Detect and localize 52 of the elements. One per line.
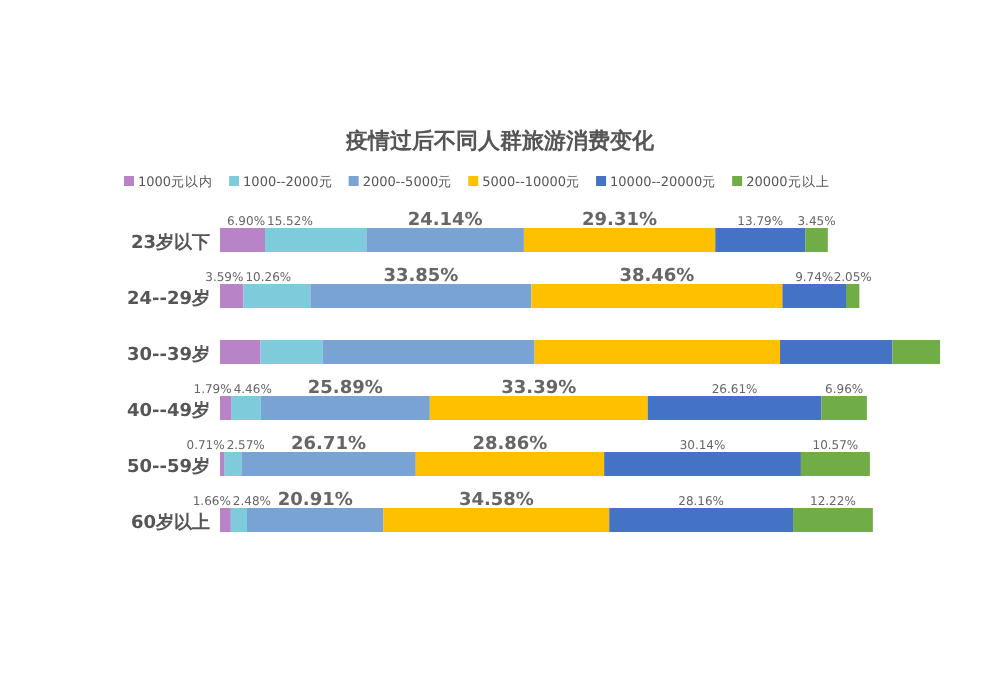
bar bbox=[531, 284, 783, 308]
bar bbox=[366, 228, 524, 252]
bar bbox=[220, 228, 266, 252]
bar bbox=[231, 396, 261, 420]
data-label: 34.58% bbox=[458, 491, 534, 511]
y-tick-label: 30--39岁 bbox=[126, 344, 210, 366]
bar bbox=[310, 284, 532, 308]
y-tick-label: 50--59岁 bbox=[126, 456, 210, 478]
bar bbox=[604, 452, 801, 476]
data-label: 25.89% bbox=[307, 379, 383, 399]
bar bbox=[534, 340, 781, 364]
bar bbox=[429, 396, 648, 420]
data-label: 28.86% bbox=[472, 435, 548, 455]
bar bbox=[241, 452, 416, 476]
data-label: 38.46% bbox=[619, 267, 695, 287]
data-label: 24.14% bbox=[407, 211, 483, 231]
y-tick-label: 60岁以上 bbox=[130, 512, 210, 534]
data-label: 29.31% bbox=[582, 211, 658, 231]
bar bbox=[647, 396, 822, 420]
bar bbox=[715, 228, 806, 252]
bar bbox=[247, 508, 384, 532]
bar bbox=[892, 340, 940, 364]
bar bbox=[260, 340, 323, 364]
y-tick-label: 23岁以下 bbox=[130, 232, 210, 254]
bar bbox=[523, 228, 716, 252]
bar bbox=[220, 284, 244, 308]
bar bbox=[265, 228, 367, 252]
data-label: 26.71% bbox=[291, 435, 367, 455]
bar bbox=[793, 508, 873, 532]
data-label: 33.85% bbox=[383, 267, 459, 287]
bar bbox=[782, 284, 846, 308]
bar bbox=[821, 396, 867, 420]
bar bbox=[780, 340, 893, 364]
y-tick-label: 24--29岁 bbox=[126, 288, 210, 310]
bar bbox=[800, 452, 870, 476]
bar bbox=[260, 396, 430, 420]
bar bbox=[224, 452, 242, 476]
chart-title: 疫情过后不同人群旅游消费变化 bbox=[344, 128, 656, 154]
data-label: 20.91% bbox=[277, 491, 353, 511]
bar bbox=[243, 284, 311, 308]
bar bbox=[230, 508, 248, 532]
bar bbox=[609, 508, 794, 532]
bar bbox=[220, 508, 231, 532]
bar bbox=[415, 452, 605, 476]
bar bbox=[220, 396, 232, 420]
data-label: 33.39% bbox=[501, 379, 577, 399]
bar bbox=[383, 508, 610, 532]
y-tick-label: 40--49岁 bbox=[126, 400, 210, 422]
bar bbox=[322, 340, 535, 364]
bar bbox=[220, 340, 261, 364]
bar bbox=[805, 228, 828, 252]
bar bbox=[846, 284, 860, 308]
